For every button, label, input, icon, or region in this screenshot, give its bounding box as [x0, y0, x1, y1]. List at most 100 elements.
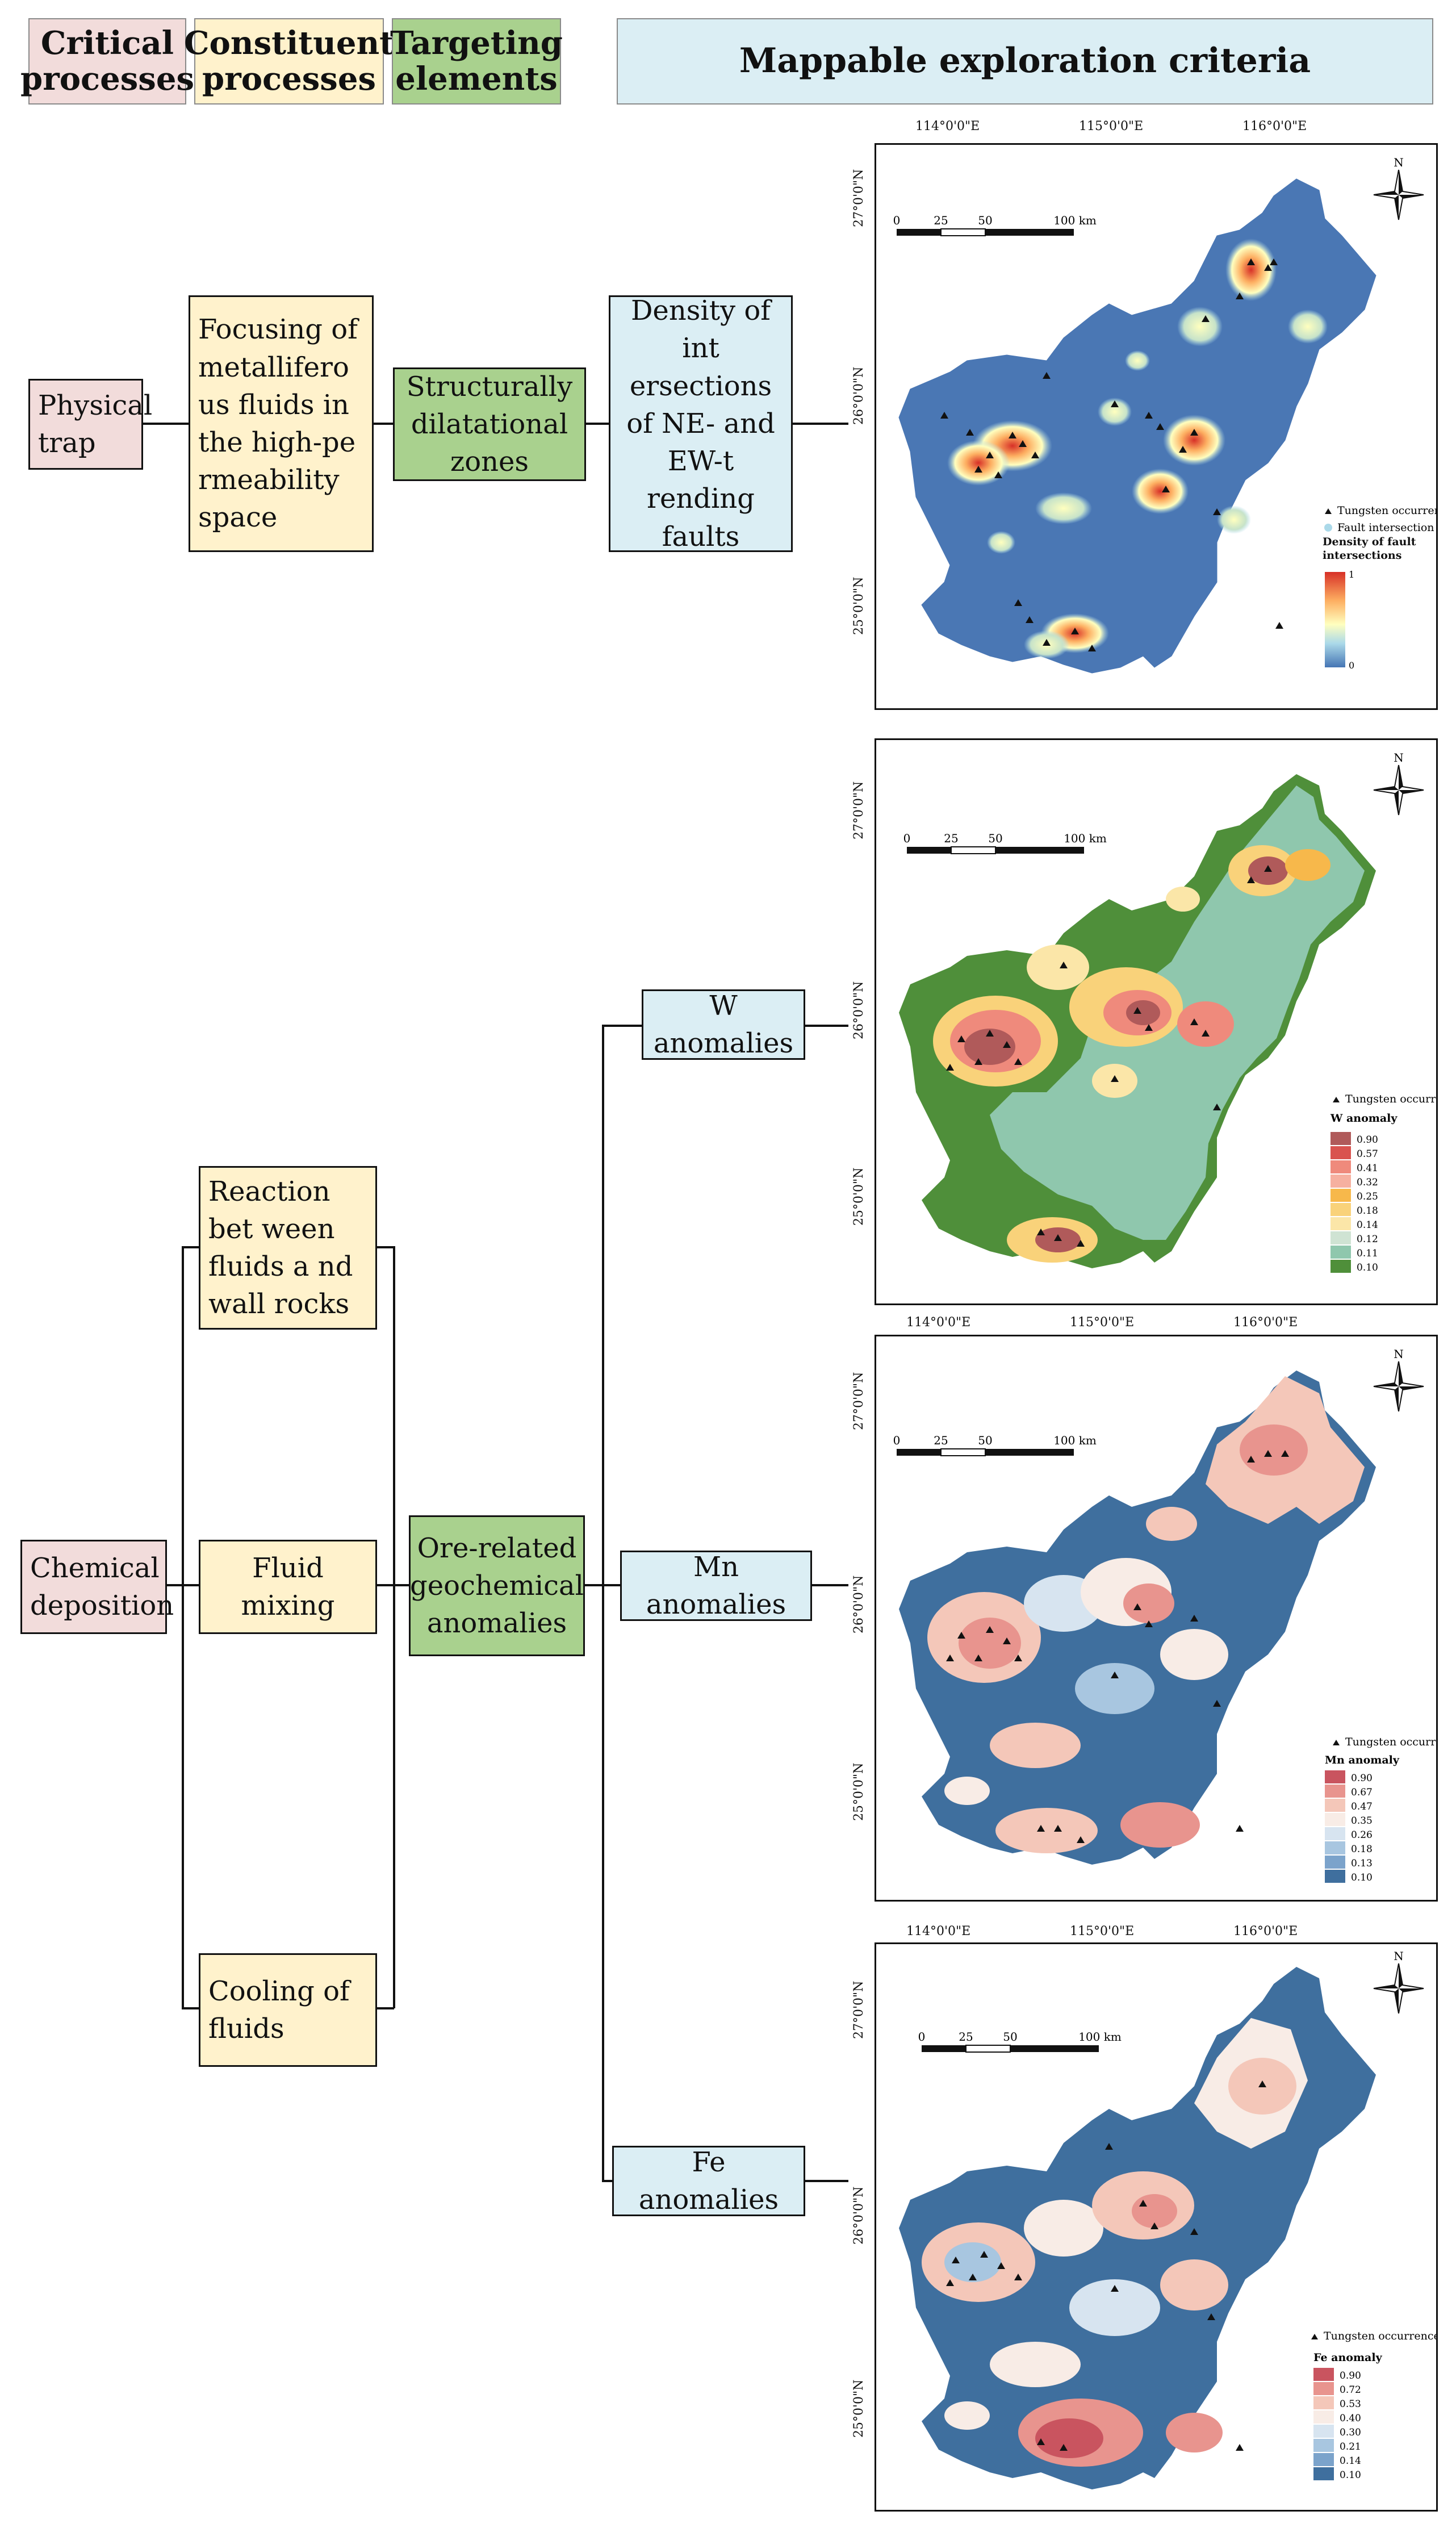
connector	[376, 1584, 394, 1586]
cooling-box: Cooling of fluids	[199, 1953, 377, 2067]
scale-label: 25	[959, 2030, 973, 2044]
legend-tungsten: Tungsten occurrence	[1345, 1093, 1436, 1105]
legend-class-label: 0.26	[1351, 1829, 1373, 1841]
legend-class-label: 0.18	[1351, 1844, 1373, 1855]
scale-bar: 0 25 50 100 km	[893, 214, 1097, 236]
legend-class-label: 0.32	[1357, 1177, 1378, 1188]
fluid-mixing-box: Fluid mixing	[199, 1540, 377, 1634]
scale-label: 50	[988, 832, 1002, 845]
lon-label-116: 116°0'0"E	[1233, 1315, 1298, 1330]
reaction-box: Reaction bet ween fluids a nd wall rocks	[199, 1166, 377, 1330]
legend-fault-intersection: Fault intersection	[1337, 521, 1434, 534]
tungsten-occurrences	[946, 2080, 1266, 2451]
scale-bar: 0 25 50 100 km	[918, 2030, 1122, 2053]
scale-bar: 0 25 50 100 km	[893, 1434, 1097, 1456]
connector	[182, 1246, 184, 2008]
north-label: N	[1394, 751, 1404, 764]
lat-label-26: 26°0'0"N	[852, 981, 866, 1039]
legend-class-label: 0.14	[1340, 2455, 1361, 2467]
scale-label: 0	[918, 2030, 926, 2044]
lat-label-26: 26°0'0"N	[852, 366, 866, 425]
legend-class-label: 0.18	[1357, 1205, 1378, 1217]
connector	[811, 1584, 848, 1586]
legend-class-label: 0.57	[1357, 1148, 1378, 1160]
scale-label: 100 km	[1053, 1434, 1097, 1447]
lat-label-25: 25°0'0"N	[852, 2379, 866, 2438]
fe-anomaly-map: 0 25 50 100 km N Tungsten occurrence Fe …	[875, 1942, 1440, 2512]
legend-swatch	[1313, 2453, 1334, 2466]
connector	[182, 2007, 200, 2009]
lon-label-115: 115°0'0"E	[1070, 1924, 1135, 1938]
legend-title: Density of fault intersections	[1323, 536, 1416, 562]
legend-tungsten: Tungsten occurrence	[1324, 2330, 1436, 2342]
lon-label-116: 116°0'0"E	[1233, 1924, 1298, 1938]
legend-class-label: 0.25	[1357, 1191, 1378, 1202]
scale-label: 50	[978, 1434, 992, 1447]
lat-label-26: 26°0'0"N	[852, 2186, 866, 2245]
legend-swatch	[1331, 1160, 1351, 1173]
north-arrow-icon: N	[1373, 1347, 1424, 1412]
structurally-dilatational-box: Structurally dilatational zones	[393, 367, 586, 481]
scale-label: 50	[978, 214, 992, 227]
scale-label: 0	[893, 1434, 901, 1447]
legend-swatch	[1313, 2396, 1334, 2409]
mn-anomaly-map-svg: 0 25 50 100 km N Tungsten occurrence Mn …	[893, 1347, 1456, 1883]
connector	[585, 423, 610, 425]
legend-swatch	[1325, 1870, 1345, 1883]
w-anomaly-map: 0 25 50 100 km N Tungsten occurrence W a…	[875, 738, 1456, 1305]
legend-class-label: 0.72	[1340, 2384, 1361, 2396]
legend-swatch	[1325, 1827, 1345, 1840]
legend-title: Mn anomaly	[1325, 1754, 1400, 1766]
legend-class-label: 0.90	[1340, 2370, 1361, 2381]
legend-class-label: 0.90	[1357, 1134, 1378, 1146]
ramp-min: 0	[1349, 660, 1354, 671]
mn-anomaly-map: 0 25 50 100 km N Tungsten occurrence Mn …	[875, 1335, 1456, 1902]
map-legend: Tungsten occurrence Fe anomaly 0.90 0.72 0…	[1311, 2330, 1440, 2481]
legend-swatch	[1331, 1231, 1351, 1244]
legend-class-label: 0.41	[1357, 1163, 1378, 1174]
legend-class-label: 0.13	[1351, 1858, 1373, 1869]
legend-class-label: 0.11	[1357, 1248, 1378, 1259]
north-arrow-icon: N	[1373, 156, 1424, 220]
legend-swatch	[1313, 2410, 1334, 2424]
scale-label: 25	[934, 1434, 948, 1447]
chemical-deposition-box: Chemical deposition	[20, 1540, 174, 1634]
connector	[602, 1025, 643, 1027]
legend-swatch	[1325, 1770, 1345, 1783]
legend-swatch	[1331, 1203, 1351, 1216]
connector	[584, 1584, 603, 1586]
connector	[376, 1246, 394, 1248]
legend-swatch	[1313, 2439, 1334, 2452]
fe-anomaly-map-svg: 0 25 50 100 km N Tungsten occurrence Fe …	[899, 1949, 1440, 2489]
connector	[182, 1584, 200, 1586]
fe-anomalies-box: Fe anomalies	[612, 2146, 805, 2216]
legend-swatch	[1325, 1813, 1345, 1826]
lat-label-27: 27°0'0"N	[852, 1981, 866, 2039]
legend-class-label: 0.10	[1351, 1872, 1373, 1883]
map-legend: Tungsten occurrence Mn anomaly 0.90 0.67 0…	[1325, 1736, 1456, 1883]
lon-label-114: 114°0'0"E	[906, 1924, 971, 1938]
connector	[376, 2007, 394, 2009]
legend-swatch	[1331, 1260, 1351, 1273]
connector	[393, 1584, 410, 1586]
physical-trap-box: Physical trap	[28, 379, 152, 470]
legend-swatch	[1313, 2382, 1334, 2395]
legend-tungsten: Tungsten occurrence	[1337, 504, 1436, 517]
study-area-shape	[898, 178, 1376, 674]
connector	[792, 423, 848, 425]
lon-label-115: 115°0'0"E	[1079, 119, 1144, 133]
ore-related-anomalies-box: Ore-related geochemical anomalies	[409, 1515, 585, 1656]
lat-label-26: 26°0'0"N	[852, 1575, 866, 1633]
lon-label-114: 114°0'0"E	[915, 119, 980, 133]
legend-tungsten: Tungsten occurrence	[1345, 1736, 1436, 1748]
legend-swatch	[1325, 1785, 1345, 1798]
lon-label-116: 116°0'0"E	[1242, 119, 1307, 133]
north-label: N	[1394, 1347, 1404, 1361]
legend-class-label: 0.35	[1351, 1815, 1373, 1827]
legend-swatch	[1325, 1841, 1345, 1854]
lat-label-27: 27°0'0"N	[852, 169, 866, 227]
fault-density-box: Density of int ersections of NE- and EW-…	[609, 295, 793, 553]
legend-swatch	[1313, 2425, 1334, 2438]
lat-label-27: 27°0'0"N	[852, 781, 866, 839]
tungsten-occurrences	[946, 865, 1272, 1247]
